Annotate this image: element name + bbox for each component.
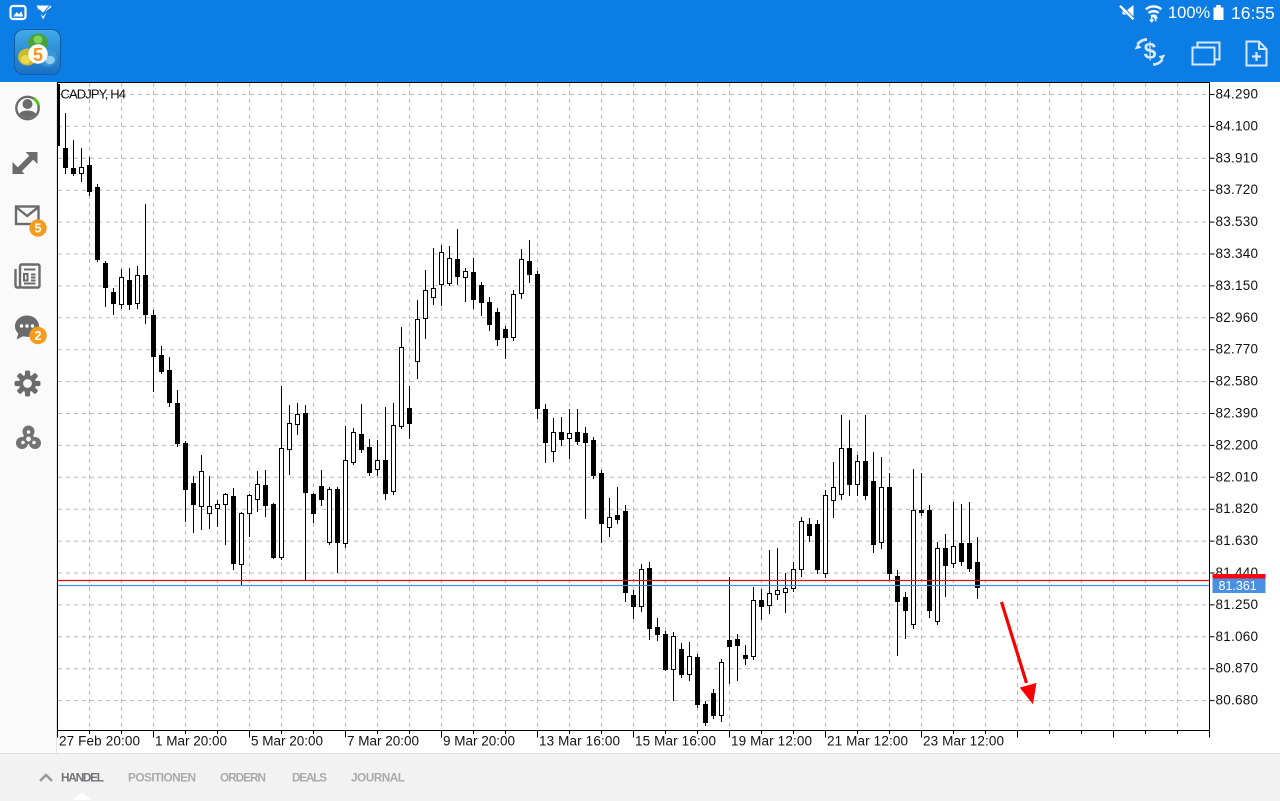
svg-text:23 Mar 12:00: 23 Mar 12:00: [923, 734, 1004, 749]
svg-text:JOURNAL: JOURNAL: [351, 771, 405, 785]
svg-text:19 Mar 12:00: 19 Mar 12:00: [731, 734, 812, 749]
svg-text:7 Mar 20:00: 7 Mar 20:00: [347, 734, 419, 749]
svg-text:83.150: 83.150: [1216, 278, 1259, 293]
svg-text:13 Mar 16:00: 13 Mar 16:00: [539, 734, 620, 749]
svg-text:HANDEL: HANDEL: [61, 771, 104, 785]
svg-text:CADJPY, H4: CADJPY, H4: [61, 87, 127, 102]
svg-text:82.770: 82.770: [1216, 342, 1259, 357]
svg-text:2: 2: [35, 329, 42, 343]
svg-text:5: 5: [35, 222, 42, 236]
svg-text:82.200: 82.200: [1216, 437, 1259, 452]
svg-text:ORDERN: ORDERN: [220, 771, 266, 785]
svg-text:POSITIONEN: POSITIONEN: [128, 771, 196, 785]
svg-text:83.340: 83.340: [1216, 246, 1259, 261]
svg-text:5 Mar 20:00: 5 Mar 20:00: [251, 734, 323, 749]
svg-text:80.680: 80.680: [1216, 693, 1259, 708]
svg-text:82.390: 82.390: [1216, 406, 1259, 421]
svg-text:81.630: 81.630: [1216, 533, 1259, 548]
svg-text:81.250: 81.250: [1216, 597, 1259, 612]
svg-text:15 Mar 16:00: 15 Mar 16:00: [635, 734, 716, 749]
svg-text:DEALS: DEALS: [292, 771, 327, 785]
svg-text:82.010: 82.010: [1216, 469, 1259, 484]
svg-text:84.100: 84.100: [1216, 118, 1259, 133]
svg-text:82.960: 82.960: [1216, 310, 1259, 325]
svg-text:5: 5: [33, 45, 43, 65]
svg-text:83.720: 83.720: [1216, 182, 1259, 197]
svg-text:$: $: [1144, 38, 1157, 64]
svg-text:82.580: 82.580: [1216, 374, 1259, 389]
svg-text:83.910: 83.910: [1216, 150, 1259, 165]
svg-text:1 Mar 20:00: 1 Mar 20:00: [155, 734, 227, 749]
svg-text:80.870: 80.870: [1216, 661, 1259, 676]
svg-text:81.820: 81.820: [1216, 501, 1259, 516]
svg-text:81.060: 81.060: [1216, 629, 1259, 644]
svg-text:27 Feb 20:00: 27 Feb 20:00: [59, 734, 140, 749]
svg-text:9 Mar 20:00: 9 Mar 20:00: [443, 734, 515, 749]
svg-text:21 Mar 12:00: 21 Mar 12:00: [827, 734, 908, 749]
svg-text:81.361: 81.361: [1219, 579, 1257, 593]
svg-text:83.530: 83.530: [1216, 214, 1259, 229]
svg-text:84.290: 84.290: [1216, 87, 1259, 102]
